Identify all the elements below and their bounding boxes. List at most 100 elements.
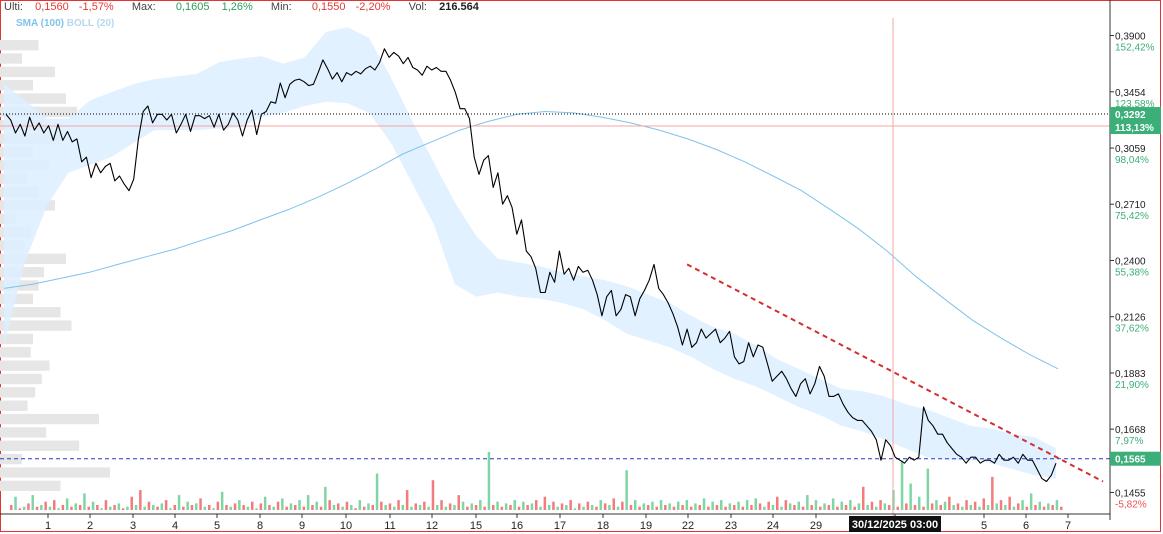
volume-bar (922, 506, 925, 510)
volume-bar (341, 506, 344, 510)
volume-bar (246, 506, 250, 510)
sma-100-line (3, 110, 1059, 370)
volume-bar (625, 470, 628, 510)
sma-legend[interactable]: SMA (100) (16, 18, 64, 29)
x-tick-label: 17 (554, 520, 566, 532)
volume-bar (259, 503, 263, 510)
volume-bar (543, 496, 547, 510)
volume-bar (827, 505, 831, 510)
volume-bar (281, 498, 284, 510)
volume-bar (332, 505, 336, 510)
volume-bar (199, 498, 202, 510)
volume-bar (285, 506, 288, 510)
volume-profile-bar (0, 40, 39, 51)
volume-bar (844, 505, 848, 510)
volume-bar (733, 505, 736, 510)
vol-value: 216.564 (439, 1, 479, 13)
volume-bar (698, 505, 701, 510)
volume-bar (190, 505, 194, 510)
volume-bar (220, 491, 224, 510)
y-tick-label: 0,1455 (1115, 488, 1146, 499)
volume-bar (672, 506, 676, 510)
volume-bar (134, 505, 138, 510)
x-tick-label: 11 (384, 520, 395, 532)
x-tick-label: 16 (511, 520, 523, 532)
volume-profile-bar (0, 440, 80, 451)
volume-profile-bar (0, 53, 22, 64)
volume-bar (405, 490, 409, 510)
trend-line (686, 263, 1104, 483)
volume-bar (504, 503, 508, 510)
volume-bar (715, 505, 719, 510)
volume-bar (767, 501, 770, 510)
x-tick-label: 7 (1065, 520, 1071, 532)
volume-bar (496, 501, 499, 510)
volume-bar (991, 476, 994, 510)
volume-bar (160, 503, 164, 510)
y-tick-label: 0,2126 (1115, 313, 1146, 324)
boll-legend[interactable]: BOLL (20) (66, 18, 115, 29)
volume-bar (255, 508, 258, 510)
volume-bar (918, 496, 921, 510)
volume-bar (479, 500, 482, 510)
volume-bar (195, 503, 198, 510)
volume-bar (229, 506, 232, 510)
volume-bar (961, 506, 964, 510)
volume-bar (345, 501, 349, 510)
volume-bar (599, 500, 602, 510)
x-tick-label: 9 (299, 520, 305, 532)
volume-bar (126, 506, 129, 510)
volume-bar (806, 495, 809, 510)
volume-bar (737, 501, 740, 510)
volume-bar (556, 506, 559, 510)
volume-bar (388, 503, 392, 510)
volume-bar (448, 503, 452, 510)
volume-profile-bar (0, 93, 66, 104)
y-tick-pct: 75,42% (1115, 211, 1149, 222)
volume-bar (1055, 500, 1059, 510)
volume-bar (788, 503, 792, 510)
volume-bar (117, 503, 121, 510)
volume-bar (939, 505, 942, 510)
y-tick-label: 0,3059 (1115, 144, 1146, 155)
volume-bar (182, 506, 185, 510)
volume-bar (1042, 506, 1046, 510)
volume-bar (836, 506, 839, 510)
volume-bar (638, 506, 641, 510)
volume-bar (754, 498, 757, 510)
volume-bar (875, 506, 878, 510)
volume-bar (522, 501, 525, 510)
volume-bar (776, 496, 779, 510)
volume-bar (431, 480, 435, 510)
x-tick-label: 1 (45, 520, 51, 532)
volume-bar (65, 498, 69, 510)
price-marker-pct: 113,13% (1115, 123, 1154, 134)
x-tick-label: 8 (257, 520, 263, 532)
volume-bar (883, 503, 887, 510)
volume-bar (96, 505, 99, 510)
price-marker-label: 0,1565 (1115, 455, 1146, 466)
volume-bar (164, 500, 168, 510)
volume-bar (758, 503, 762, 510)
volume-bar (569, 500, 572, 510)
volume-bar (814, 500, 818, 510)
volume-bar (414, 503, 417, 510)
volume-bar (930, 503, 934, 510)
max-change: 1,26% (221, 1, 253, 13)
volume-bar (268, 505, 271, 510)
volume-bar (311, 505, 314, 510)
x-highlight-box (849, 516, 941, 532)
volume-profile-bar (0, 480, 61, 491)
volume-bar (143, 506, 146, 510)
volume-bar (57, 508, 60, 510)
volume-bar (212, 508, 215, 510)
volume-bar (793, 505, 796, 510)
volume-bar (1017, 503, 1020, 510)
volume-bar (530, 503, 534, 510)
volume-bar (689, 506, 693, 510)
volume-bar (203, 506, 207, 510)
volume-bar (1008, 496, 1011, 510)
volume-bar (418, 505, 422, 510)
y-tick-pct: 123,58% (1115, 99, 1155, 110)
